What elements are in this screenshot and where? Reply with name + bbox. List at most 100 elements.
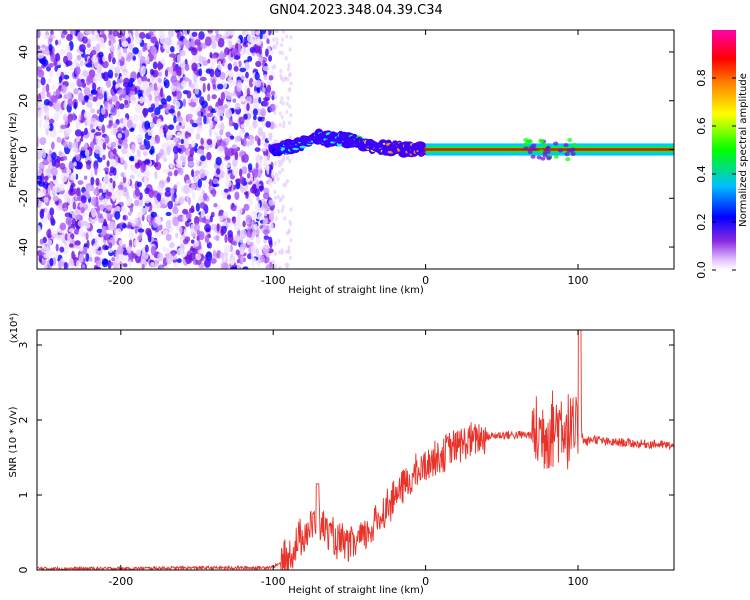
noise-speckle <box>246 236 251 245</box>
noise-speckle <box>80 206 85 214</box>
noise-speckle <box>45 83 50 93</box>
spectrogram-signal <box>268 128 674 162</box>
noise-speckle <box>265 121 272 128</box>
noise-speckle <box>272 37 276 42</box>
noise-speckle <box>231 108 235 114</box>
noise-speckle <box>181 80 187 88</box>
noise-speckle <box>201 100 208 109</box>
signal-disturbance <box>522 142 528 147</box>
noise-speckle <box>225 108 233 119</box>
noise-speckle <box>156 193 162 202</box>
noise-speckle <box>161 57 165 66</box>
noise-speckle <box>139 144 147 151</box>
noise-speckle <box>63 101 67 109</box>
noise-speckle <box>90 176 95 186</box>
noise-speckle <box>129 77 135 83</box>
noise-speckle <box>39 137 47 146</box>
noise-speckle <box>172 71 177 78</box>
noise-speckle <box>210 60 215 69</box>
noise-speckle <box>252 183 257 192</box>
noise-speckle <box>90 49 97 56</box>
noise-speckle <box>282 120 286 126</box>
noise-speckle <box>220 91 226 102</box>
noise-speckle <box>37 150 43 160</box>
noise-speckle <box>287 248 291 254</box>
noise-speckle <box>255 30 261 36</box>
noise-speckle <box>173 169 178 177</box>
noise-speckle <box>187 196 191 206</box>
colorbar: 0.0 0.2 0.4 0.6 0.8 Normalized spectral ampl… <box>695 30 749 279</box>
noise-speckle <box>268 213 274 221</box>
noise-speckle <box>289 207 293 212</box>
noise-speckle <box>209 52 213 59</box>
noise-speckle <box>220 228 225 237</box>
noise-speckle <box>111 95 118 103</box>
noise-speckle <box>110 52 114 59</box>
noise-speckle <box>239 168 243 177</box>
noise-speckle <box>268 199 275 207</box>
noise-speckle <box>49 34 56 40</box>
noise-speckle <box>73 161 77 167</box>
noise-speckle <box>254 147 261 153</box>
noise-speckle <box>136 133 143 144</box>
noise-speckle <box>257 57 264 62</box>
noise-speckle <box>285 249 289 254</box>
noise-speckle <box>150 103 156 110</box>
noise-speckle <box>197 195 204 203</box>
noise-speckle <box>83 86 91 96</box>
noise-speckle <box>173 145 179 155</box>
noise-speckle <box>287 67 290 72</box>
noise-speckle <box>254 135 260 142</box>
noise-speckle <box>82 70 89 78</box>
noise-speckle <box>254 72 260 81</box>
noise-speckle <box>131 144 136 154</box>
noise-speckle <box>50 30 54 36</box>
noise-speckle <box>170 75 177 84</box>
noise-speckle <box>266 38 270 45</box>
noise-speckle <box>176 31 182 40</box>
noise-speckle <box>86 101 93 109</box>
noise-speckle <box>42 236 47 244</box>
noise-speckle <box>281 78 285 83</box>
noise-speckle <box>245 214 252 223</box>
noise-speckle <box>64 212 71 218</box>
noise-speckle <box>189 148 194 158</box>
noise-speckle <box>74 214 81 219</box>
noise-speckle <box>207 83 211 92</box>
noise-speckle <box>195 132 201 141</box>
noise-speckle <box>112 148 117 155</box>
noise-speckle <box>65 217 73 226</box>
noise-speckle <box>275 216 279 221</box>
noise-speckle <box>115 83 120 89</box>
noise-speckle <box>165 219 172 229</box>
noise-speckle <box>206 151 212 161</box>
noise-speckle <box>86 163 92 170</box>
noise-speckle <box>286 231 289 236</box>
noise-speckle <box>79 202 86 209</box>
noise-speckle <box>161 203 166 209</box>
noise-speckle <box>143 159 151 165</box>
noise-speckle <box>269 103 276 112</box>
noise-speckle <box>98 188 104 193</box>
noise-speckle <box>53 112 60 122</box>
noise-speckle <box>203 192 208 201</box>
signal-disturbance <box>540 156 546 161</box>
noise-speckle <box>143 98 150 104</box>
signal-disturbance <box>542 153 548 158</box>
noise-speckle <box>185 77 190 82</box>
noise-speckle <box>175 232 179 239</box>
noise-speckle <box>280 115 284 120</box>
noise-speckle <box>109 151 114 161</box>
noise-speckle <box>284 76 287 81</box>
noise-speckle <box>258 97 262 104</box>
noise-speckle <box>82 245 88 255</box>
noise-speckle <box>156 118 162 128</box>
noise-speckle <box>142 75 148 83</box>
signal-core <box>299 145 306 149</box>
spectrogram-noise <box>37 30 293 269</box>
signal-disturbance <box>563 143 569 148</box>
noise-speckle <box>79 253 83 263</box>
noise-speckle <box>261 87 266 93</box>
noise-speckle <box>67 233 71 242</box>
